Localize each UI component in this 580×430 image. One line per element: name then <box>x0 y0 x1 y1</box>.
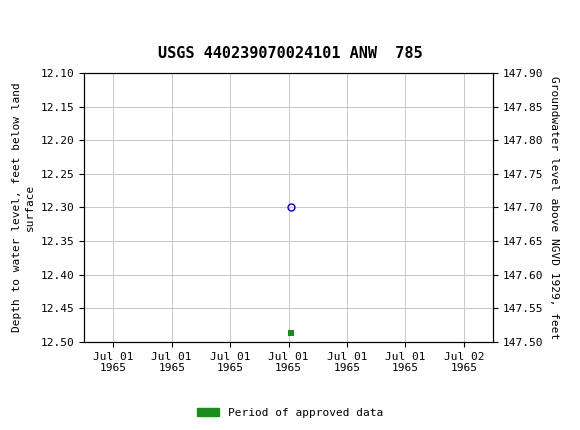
Text: ≈: ≈ <box>7 14 14 27</box>
Bar <box>5 5 46 37</box>
Legend: Period of approved data: Period of approved data <box>193 403 387 422</box>
Y-axis label: Groundwater level above NGVD 1929, feet: Groundwater level above NGVD 1929, feet <box>549 76 559 339</box>
Text: USGS: USGS <box>28 14 61 28</box>
Y-axis label: Depth to water level, feet below land
surface: Depth to water level, feet below land su… <box>12 83 35 332</box>
Text: USGS 440239070024101 ANW  785: USGS 440239070024101 ANW 785 <box>158 46 422 61</box>
